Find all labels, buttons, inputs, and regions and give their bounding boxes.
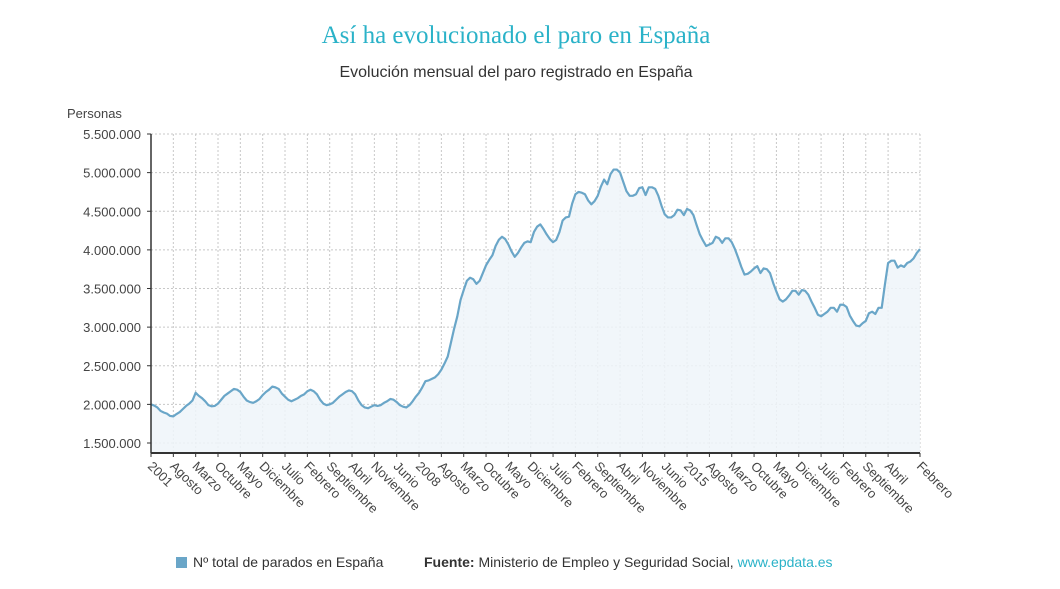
series-area [151,169,920,454]
x-tick-label: 2001 [145,459,176,490]
x-tick-label: Febrero [914,459,957,502]
y-tick-label: 2.500.000 [83,359,141,374]
chart-title: Así ha evolucionado el paro en España [321,22,711,49]
y-tick-label: 4.000.000 [83,243,141,258]
source-prefix: Fuente: [424,554,475,570]
x-axis: 2001AgostoMarzoOctubreMayoDiciembreJulio… [145,453,957,516]
y-axis-title: Personas [67,106,122,121]
y-tick-label: 2.000.000 [83,397,141,412]
source-note: Fuente: Ministerio de Empleo y Seguridad… [424,554,833,570]
legend[interactable]: Nº total de parados en España [176,554,383,570]
y-tick-label: 5.000.000 [83,166,141,181]
y-tick-label: 5.500.000 [83,127,141,142]
y-tick-label: 1.500.000 [83,436,141,451]
source-link[interactable]: www.epdata.es [737,554,833,570]
legend-label: Nº total de parados en España [193,554,384,570]
source-text: Ministerio de Empleo y Seguridad Social, [474,554,738,570]
chart-subtitle: Evolución mensual del paro registrado en… [339,64,693,81]
y-axis: 1.500.000 2.000.000 2.500.000 3.000.000 3.50… [83,127,151,451]
series-line [150,168,921,418]
y-tick-label: 3.000.000 [83,320,141,335]
y-tick-label: 3.500.000 [83,282,141,297]
legend-swatch [176,556,187,568]
y-tick-label: 4.500.000 [83,204,141,219]
